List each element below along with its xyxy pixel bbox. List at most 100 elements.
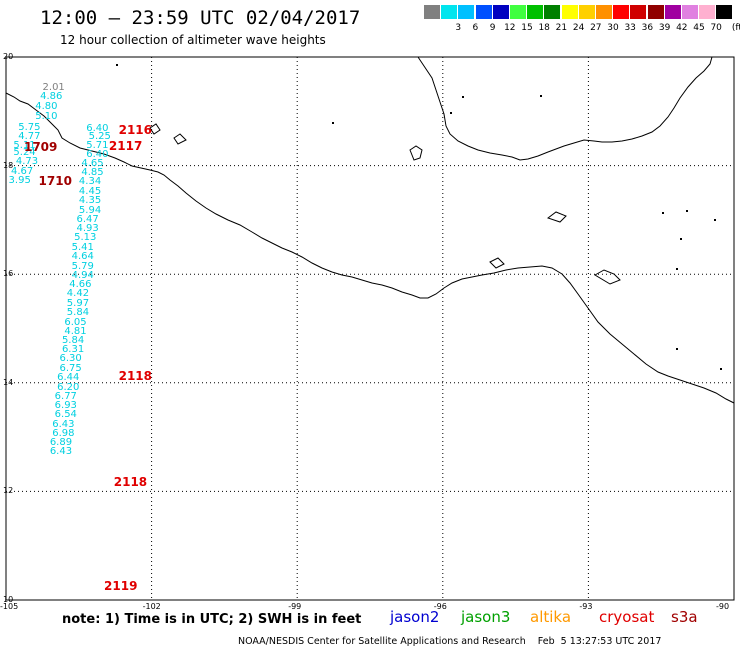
wave-height-label: 4.66 bbox=[69, 279, 92, 291]
color-scale-label: 36 bbox=[641, 23, 654, 33]
wave-height-label: 4.64 bbox=[71, 250, 94, 262]
lagoon-1 bbox=[409, 145, 423, 161]
color-scale-swatch bbox=[646, 5, 664, 19]
latitude-tick-label: 14 bbox=[3, 377, 14, 387]
footer-credit: NOAA/NESDIS Center for Satellite Applica… bbox=[238, 636, 662, 647]
wave-height-label: 6.05 bbox=[64, 316, 87, 328]
longitude-tick-label: -102 bbox=[142, 602, 161, 611]
wave-height-label: 5.11 bbox=[13, 139, 36, 151]
color-scale-swatch bbox=[577, 5, 595, 19]
wave-height-label: 6.89 bbox=[49, 437, 73, 449]
color-scale-swatch bbox=[663, 5, 681, 19]
islet bbox=[686, 210, 688, 212]
color-scale-swatch bbox=[526, 5, 544, 19]
pass-time-label: 2116 bbox=[118, 122, 153, 137]
wave-height-label: 4.86 bbox=[40, 90, 63, 102]
satellite-legend-s3a: s3a bbox=[671, 608, 698, 626]
latitude-tick-label: 20 bbox=[3, 52, 14, 61]
lagoon-3 bbox=[594, 269, 621, 285]
color-scale-label: 39 bbox=[658, 23, 671, 33]
wave-height-label: 5.13 bbox=[74, 232, 97, 244]
wave-height-label: 5.71 bbox=[86, 139, 109, 151]
wave-height-label: 6.31 bbox=[61, 344, 85, 356]
wave-height-label: 5.25 bbox=[88, 130, 111, 142]
wave-height-label: 4.85 bbox=[81, 167, 104, 179]
pass-time-label: 2119 bbox=[104, 579, 138, 594]
color-scale-swatch bbox=[681, 5, 698, 19]
wave-height-label: 3.95 bbox=[8, 174, 31, 186]
wave-height-label: 5.97 bbox=[66, 297, 90, 309]
wave-height-label: 5.84 bbox=[66, 306, 90, 318]
color-scale-label: 45 bbox=[693, 23, 705, 33]
wave-height-label: 4.80 bbox=[35, 100, 58, 112]
wave-height-label: 6.98 bbox=[52, 427, 75, 439]
color-scale-swatch bbox=[474, 5, 492, 19]
pass-time-label: 1710 bbox=[38, 174, 72, 189]
graticule bbox=[6, 57, 734, 600]
lagoon-5 bbox=[149, 123, 161, 135]
wave-height-label: 4.73 bbox=[15, 156, 39, 168]
color-scale-swatch bbox=[715, 5, 733, 19]
longitude-tick-label: -96 bbox=[433, 602, 447, 611]
mexico-pacific-coast bbox=[5, 92, 735, 404]
map-frame bbox=[5, 56, 735, 601]
map-subtitle: 12 hour collection of altimeter wave hei… bbox=[60, 33, 326, 47]
longitude-tick-label: -105 bbox=[0, 602, 19, 611]
satellite-legend-cryosat: cryosat bbox=[599, 608, 655, 626]
satellite-legend-jason2: jason2 bbox=[390, 608, 440, 626]
wave-height-label: 5.84 bbox=[61, 334, 85, 346]
wave-height-label: 4.34 bbox=[78, 176, 102, 188]
wave-height-label: 4.35 bbox=[78, 194, 102, 206]
pass-time-label: 2117 bbox=[108, 138, 143, 153]
longitude-tick-label: -93 bbox=[579, 602, 593, 611]
islet bbox=[116, 64, 118, 66]
color-scale-label: 27 bbox=[590, 23, 602, 33]
wave-height-label: 4.65 bbox=[81, 157, 104, 169]
color-scale-swatch bbox=[440, 5, 458, 19]
color-scale-swatch bbox=[595, 5, 612, 19]
color-scale-label: 24 bbox=[572, 23, 585, 33]
pass-time-label: 2118 bbox=[118, 368, 153, 383]
wave-height-label: 4.77 bbox=[18, 131, 41, 143]
color-scale-label: 12 bbox=[504, 23, 516, 33]
wave-height-label: 5.94 bbox=[78, 204, 102, 216]
latitude-tick-label: 12 bbox=[3, 486, 14, 496]
color-scale-unit: (ft) bbox=[731, 23, 740, 33]
lagoon-2 bbox=[546, 211, 567, 223]
gulf-coast bbox=[417, 56, 713, 161]
wave-height-label: 6.43 bbox=[52, 418, 75, 430]
islet bbox=[676, 268, 678, 270]
color-scale-swatch bbox=[491, 5, 509, 19]
color-scale-label: 30 bbox=[607, 23, 619, 33]
color-scale-swatch bbox=[629, 5, 647, 19]
wave-height-label: 5.10 bbox=[35, 110, 58, 122]
wave-height-label: 6.40 bbox=[86, 123, 109, 135]
wave-height-label: 6.54 bbox=[54, 409, 77, 421]
color-scale-label: 21 bbox=[555, 23, 568, 33]
color-scale-label: 70 bbox=[710, 23, 722, 33]
coastline bbox=[5, 56, 735, 404]
wave-height-label: 4.42 bbox=[66, 288, 90, 300]
wave-height-label: 6.47 bbox=[76, 213, 99, 225]
wave-height-label: 4.67 bbox=[10, 165, 34, 177]
islet bbox=[332, 122, 334, 124]
map-title: 12:00 – 23:59 UTC 02/04/2017 bbox=[40, 7, 361, 29]
wave-height-label: 2.01 bbox=[42, 81, 65, 93]
islets bbox=[116, 64, 722, 370]
wave-height-label: 6.20 bbox=[57, 381, 80, 393]
wave-height-label: 6.77 bbox=[54, 390, 77, 402]
color-scale-label: 3 bbox=[455, 23, 462, 33]
footer-note: note: 1) Time is in UTC; 2) SWH is in fe… bbox=[62, 612, 362, 627]
color-scale-swatch bbox=[543, 5, 561, 19]
longitude-tick-label: -99 bbox=[288, 602, 302, 611]
color-scale-swatch bbox=[423, 5, 440, 19]
wave-height-label: 5.41 bbox=[71, 241, 94, 253]
color-scale-label: 18 bbox=[538, 23, 550, 33]
wave-height-label: 6.40 bbox=[86, 149, 109, 161]
wave-height-label: 4.94 bbox=[71, 269, 94, 281]
wave-height-label: 6.30 bbox=[59, 353, 82, 365]
wave-height-label: 4.81 bbox=[64, 325, 87, 337]
color-scale-swatch bbox=[560, 5, 578, 19]
wave-height-label: 4.45 bbox=[78, 185, 102, 197]
